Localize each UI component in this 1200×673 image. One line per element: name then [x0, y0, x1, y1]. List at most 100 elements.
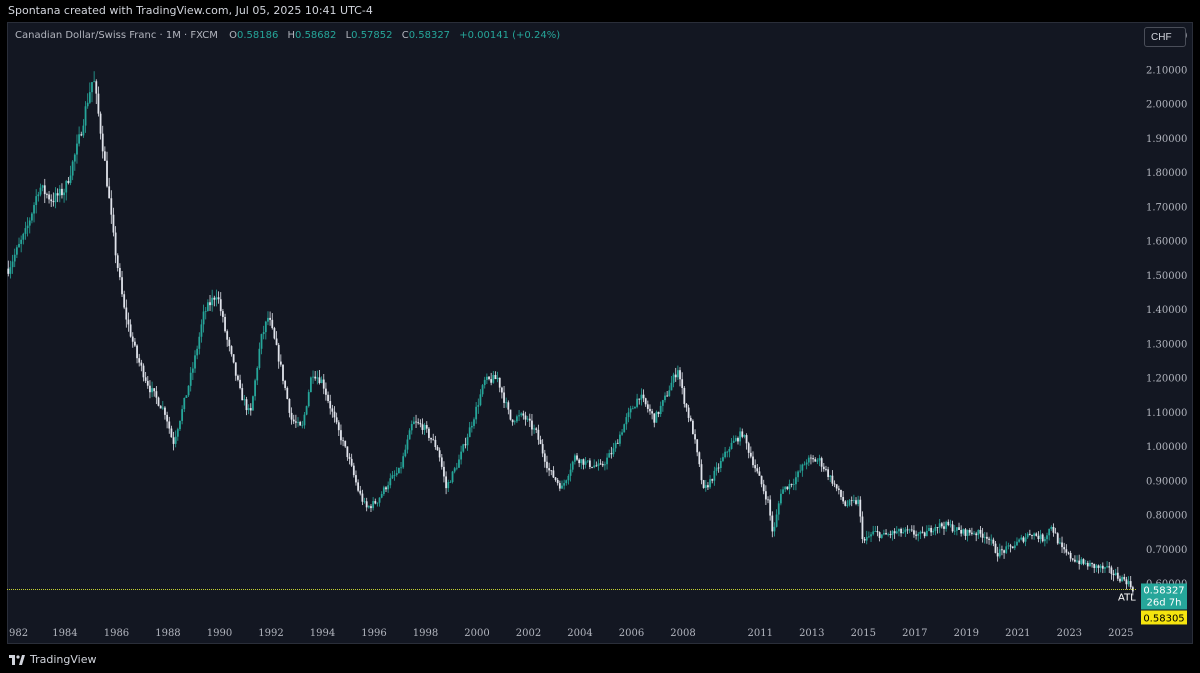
time-tick-label: 2021 — [1005, 628, 1030, 639]
candle-body — [616, 442, 619, 444]
candle-body — [500, 387, 503, 393]
price-tick-label: 1.70000 — [1146, 202, 1187, 213]
candle-body — [773, 526, 776, 532]
candle-body — [1099, 565, 1102, 568]
candle-body — [1089, 562, 1091, 567]
candle-body — [880, 534, 883, 538]
candle-body — [505, 402, 508, 404]
candle-body — [535, 428, 538, 430]
candle-body — [275, 338, 278, 345]
candle-body — [327, 394, 329, 402]
candle-body — [1074, 559, 1076, 562]
candle-body — [26, 225, 29, 229]
candle-body — [631, 408, 634, 410]
candle-body — [303, 414, 306, 426]
candle-body — [859, 499, 862, 517]
candle-body — [256, 367, 259, 381]
candle-body — [1091, 562, 1093, 564]
candle-body — [764, 491, 767, 500]
candle-body — [449, 482, 452, 483]
candle-body — [1011, 546, 1014, 549]
candle-body — [453, 468, 456, 472]
candle-body — [831, 475, 834, 484]
candle-body — [179, 420, 181, 430]
tradingview-logo-icon — [9, 654, 25, 665]
candle-body — [151, 388, 153, 393]
candle-body — [267, 317, 269, 322]
candle-body — [385, 487, 387, 490]
candle-body — [202, 311, 205, 325]
candle-body — [953, 530, 956, 532]
candle-body — [634, 406, 636, 409]
candle-body — [805, 462, 808, 465]
candle-body — [932, 530, 935, 533]
candle-body — [983, 536, 986, 538]
candle-body — [355, 475, 357, 483]
candle-body — [659, 405, 662, 415]
candle-body — [681, 379, 684, 389]
candle-body — [599, 463, 602, 465]
candle-body — [595, 465, 598, 467]
candle-body — [404, 449, 407, 457]
candle-body — [1001, 549, 1003, 551]
candle-body — [88, 92, 91, 103]
candle-body — [1086, 562, 1089, 567]
candle-body — [578, 459, 581, 464]
candle-body — [955, 527, 958, 531]
candle-body — [320, 379, 323, 383]
candle-body — [726, 451, 729, 453]
candle-body — [361, 493, 364, 502]
candle-body — [129, 324, 132, 337]
candle-body — [125, 307, 128, 320]
candle-body — [1108, 566, 1111, 568]
candle-body — [436, 447, 439, 451]
candle-body — [245, 399, 248, 411]
candle-body — [717, 467, 720, 469]
candle-body — [172, 437, 175, 444]
currency-button[interactable]: CHF — [1144, 27, 1186, 47]
candle-body — [50, 199, 53, 202]
candle-body — [76, 143, 78, 155]
candle-body — [187, 385, 190, 396]
candle-body — [1031, 534, 1033, 536]
candle-body — [496, 377, 499, 379]
candle-body — [814, 459, 817, 462]
candle-body — [1061, 542, 1063, 548]
time-tick-label: 1996 — [361, 628, 386, 639]
candle-body — [1028, 533, 1031, 535]
candle-body — [636, 398, 639, 407]
price-tick-label: 1.10000 — [1146, 408, 1187, 419]
high-value: 0.58682 — [295, 30, 337, 41]
candle-body — [833, 483, 836, 485]
candle-body — [900, 528, 902, 534]
candle-body — [619, 434, 621, 444]
candle-body — [904, 529, 907, 533]
candle-body — [844, 501, 847, 506]
candle-body — [61, 188, 63, 196]
candle-body — [855, 500, 857, 504]
time-tick-label: 2023 — [1057, 628, 1082, 639]
candle-body — [563, 483, 566, 486]
candle-body — [138, 358, 141, 363]
time-tick-label: 2015 — [851, 628, 876, 639]
candle-body — [134, 341, 136, 346]
candle-body — [58, 188, 61, 196]
candle-body — [249, 408, 252, 411]
candle-body — [872, 531, 875, 535]
candle-body — [191, 368, 194, 373]
candle-body — [140, 362, 143, 366]
atl-marker-label: ATL — [1118, 592, 1136, 603]
candle-body — [421, 424, 424, 430]
candle-body — [807, 457, 810, 463]
candle-body — [986, 536, 988, 539]
candle-body — [312, 376, 314, 378]
candle-body — [936, 526, 939, 528]
candle-body — [286, 387, 289, 399]
candle-body — [485, 376, 488, 380]
price-chart[interactable]: 0.600000.700000.800000.900001.000001.100… — [7, 22, 1193, 644]
author-caption: Spontana created with TradingView.com, J… — [8, 4, 373, 17]
candle-body — [114, 232, 117, 256]
candle-body — [691, 420, 694, 435]
candle-body — [174, 436, 177, 444]
candle-body — [316, 377, 319, 379]
